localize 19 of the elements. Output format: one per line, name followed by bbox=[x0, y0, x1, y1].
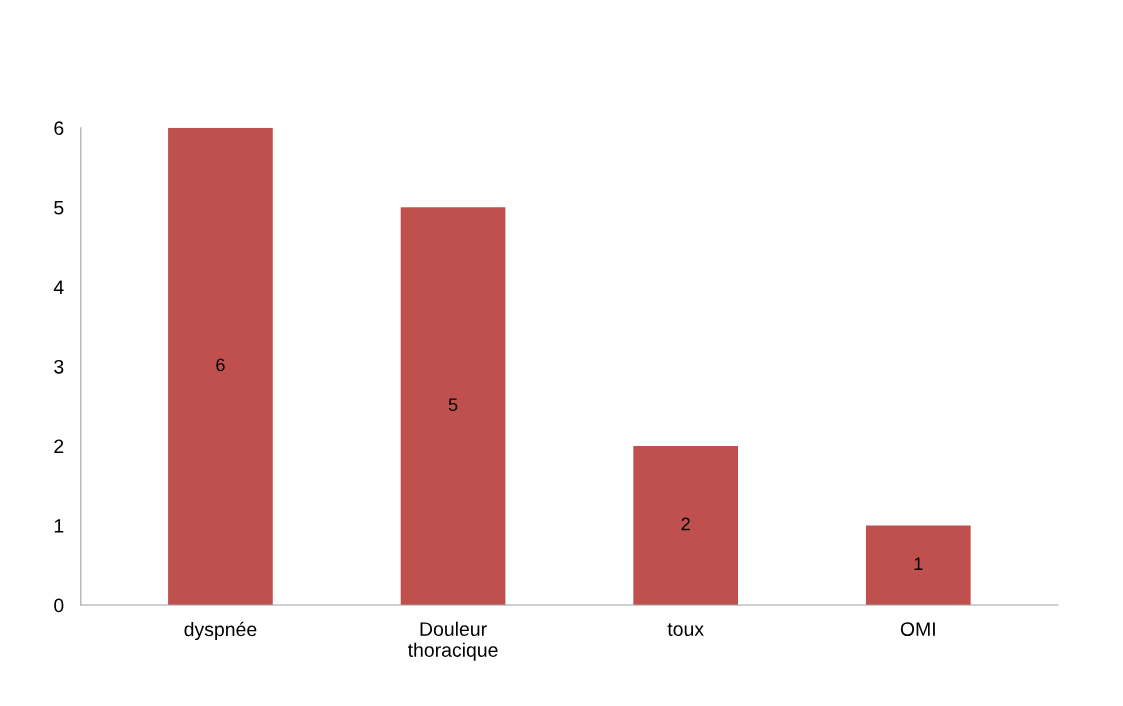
data-label: 6 bbox=[216, 358, 225, 372]
x-tick-label: OMI bbox=[900, 622, 935, 636]
data-label: 5 bbox=[448, 398, 458, 412]
bar bbox=[400, 207, 506, 606]
x-tick-label: dyspnée bbox=[184, 621, 257, 641]
bar bbox=[633, 445, 739, 606]
x-tick-label: Douleur thoracique bbox=[407, 621, 498, 661]
y-tick-label: 2 bbox=[54, 439, 64, 453]
data-label: 2 bbox=[681, 517, 690, 531]
x-tick-label: toux bbox=[667, 623, 704, 636]
data-label: 1 bbox=[914, 557, 923, 570]
bar bbox=[865, 525, 971, 606]
bar bbox=[168, 127, 273, 606]
y-tick-label: 6 bbox=[54, 121, 64, 136]
y-tick-label: 0 bbox=[54, 598, 64, 613]
y-tick-label: 3 bbox=[54, 359, 64, 374]
y-tick-label: 1 bbox=[54, 519, 64, 533]
y-tick-label: 4 bbox=[53, 280, 64, 294]
y-tick-label: 5 bbox=[54, 201, 64, 215]
